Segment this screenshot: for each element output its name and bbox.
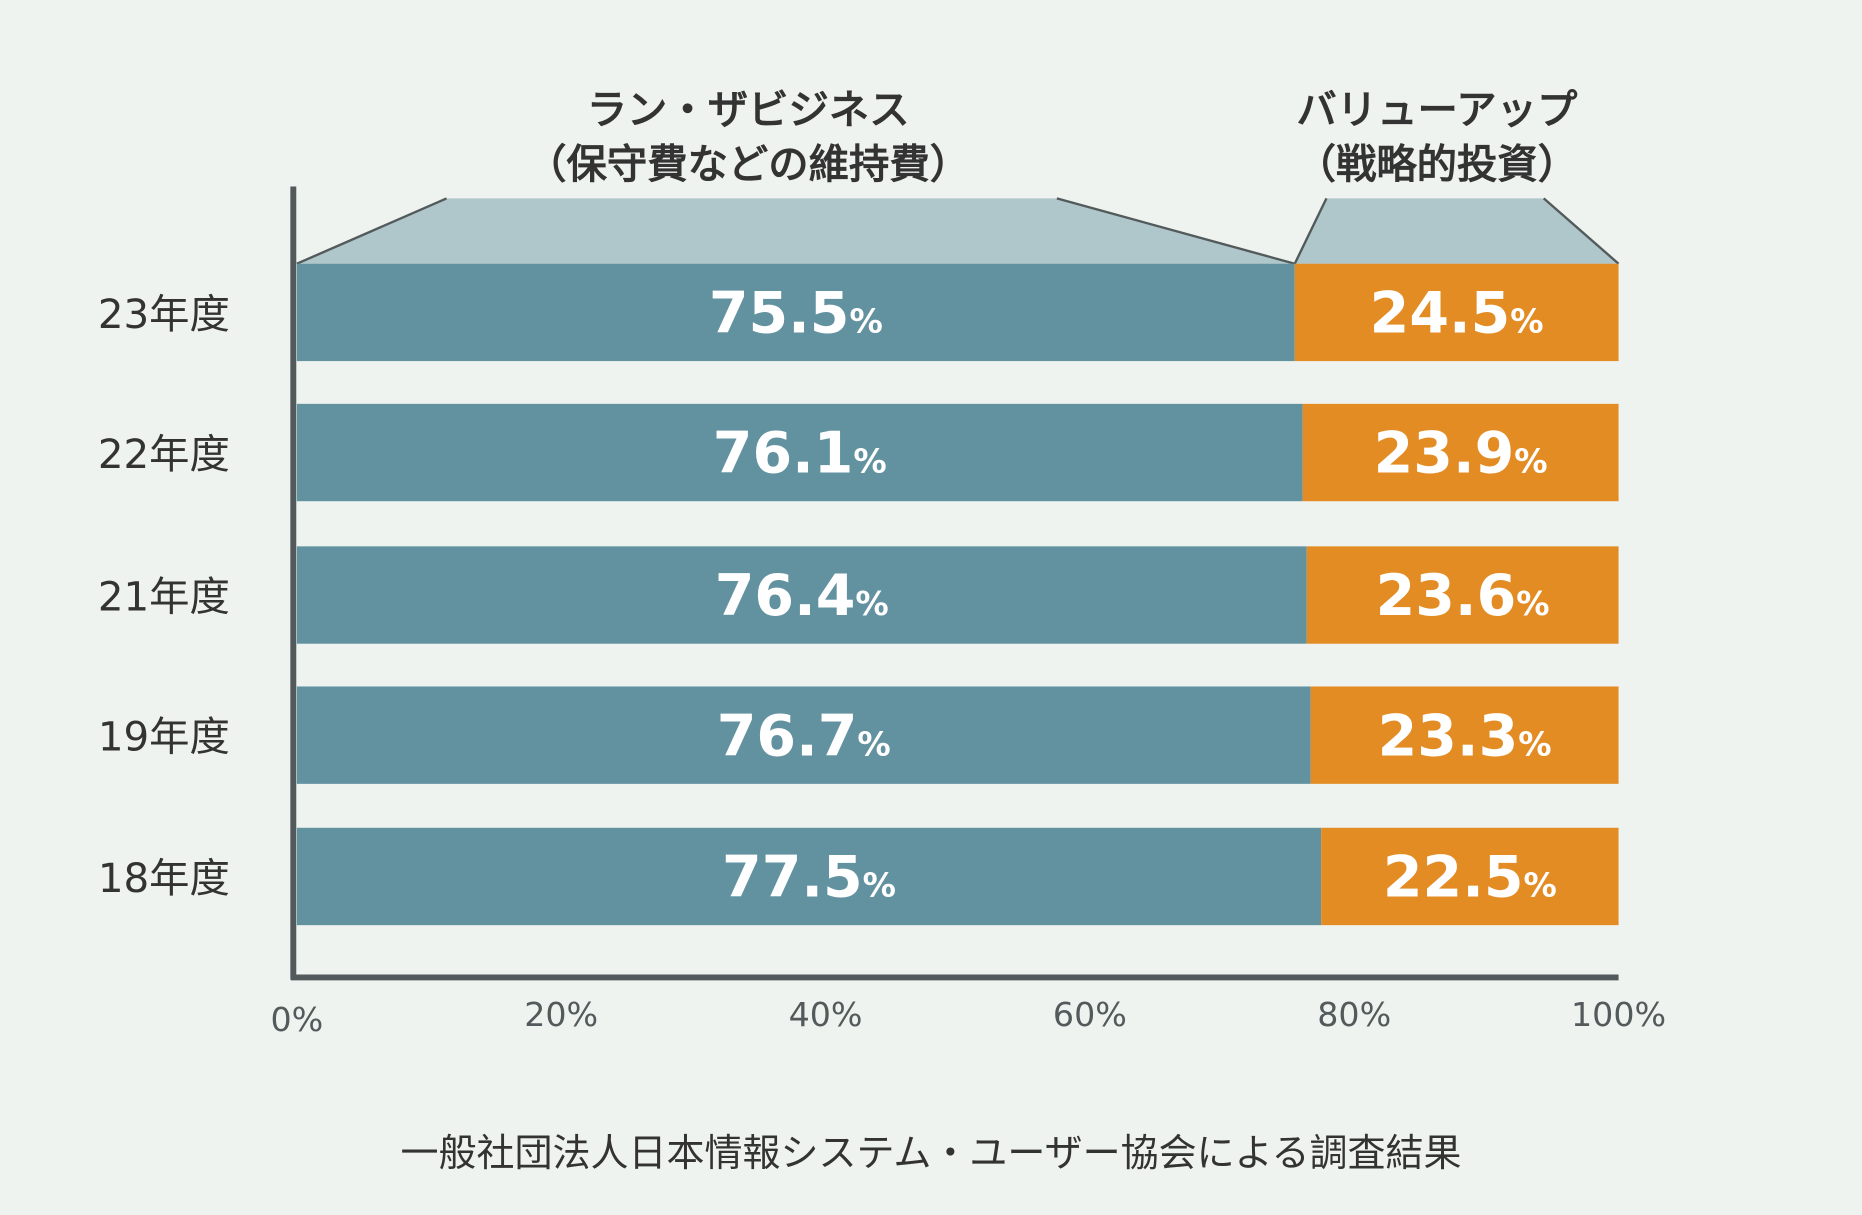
data-label-23年度-series-2: 24.5% [1370, 281, 1544, 347]
bar-22年度-series-1 [296, 403, 1303, 502]
data-label-18年度-series-2: 22.5% [1383, 845, 1557, 911]
series-1-label-line1: ラン・ザビジネス [587, 87, 910, 134]
bar-18年度-series-1 [296, 827, 1322, 926]
bar-18年度-series-2 [1321, 827, 1619, 926]
x-tick-label: 0% [271, 1000, 324, 1039]
category-label: 19年度 [98, 714, 230, 761]
series-1-bracket-right-edge [1056, 197, 1296, 265]
x-tick-label: 40% [789, 995, 863, 1034]
series-2-bracket [1294, 198, 1619, 264]
source-note: 一般社団法人日本情報システム・ユーザー協会による調査結果 [401, 1131, 1462, 1175]
x-tick-labels: 0% 20% 40% 60% 80% 100% [271, 995, 1667, 1039]
data-label-19年度-series-1: 76.7% [717, 703, 891, 769]
x-tick-label: 60% [1053, 995, 1127, 1034]
x-tick-label: 100% [1571, 995, 1666, 1034]
series-1-label-line2: （保守費などの維持費） [526, 141, 970, 188]
bar-21年度-series-2 [1306, 546, 1619, 644]
data-label-22年度-series-2: 23.9% [1374, 421, 1548, 487]
series-2-label-line1: バリューアップ [1296, 87, 1578, 134]
data-label-22年度-series-1: 76.1% [713, 421, 887, 487]
data-label-19年度-series-2: 23.3% [1378, 703, 1552, 769]
bar-19年度-series-1 [296, 686, 1311, 784]
series-2-label-line2: （戦略的投資） [1296, 141, 1579, 188]
data-label-23年度-series-1: 75.5% [709, 281, 883, 347]
series-1-bracket [296, 198, 1295, 264]
category-label: 18年度 [98, 855, 230, 902]
x-tick-label: 80% [1317, 995, 1391, 1034]
series-1-bracket-left-edge [296, 197, 447, 265]
data-label-21年度-series-2: 23.6% [1376, 563, 1550, 629]
series-brackets [296, 197, 1620, 265]
series-2-bracket-right-edge [1542, 197, 1620, 265]
bar-21年度-series-1 [296, 546, 1307, 644]
category-label: 23年度 [98, 291, 230, 338]
bar-23年度-series-2 [1294, 263, 1619, 362]
category-label: 22年度 [98, 431, 230, 478]
category-label: 21年度 [98, 573, 230, 620]
bars: 75.5% 24.5% 76.1% 23.9% 76.4% 23.6% 76.7% 23.3%… [296, 263, 1619, 926]
bar-23年度-series-1 [296, 263, 1295, 362]
series-2-bracket-left-edge [1293, 197, 1328, 265]
category-labels: 23年度 22年度 21年度 19年度 18年度 [98, 291, 230, 902]
bar-19年度-series-2 [1310, 686, 1619, 784]
data-label-21年度-series-1: 76.4% [715, 563, 889, 629]
data-label-18年度-series-1: 77.5% [722, 845, 896, 911]
bar-22年度-series-2 [1302, 403, 1619, 502]
x-tick-label: 20% [524, 995, 598, 1034]
